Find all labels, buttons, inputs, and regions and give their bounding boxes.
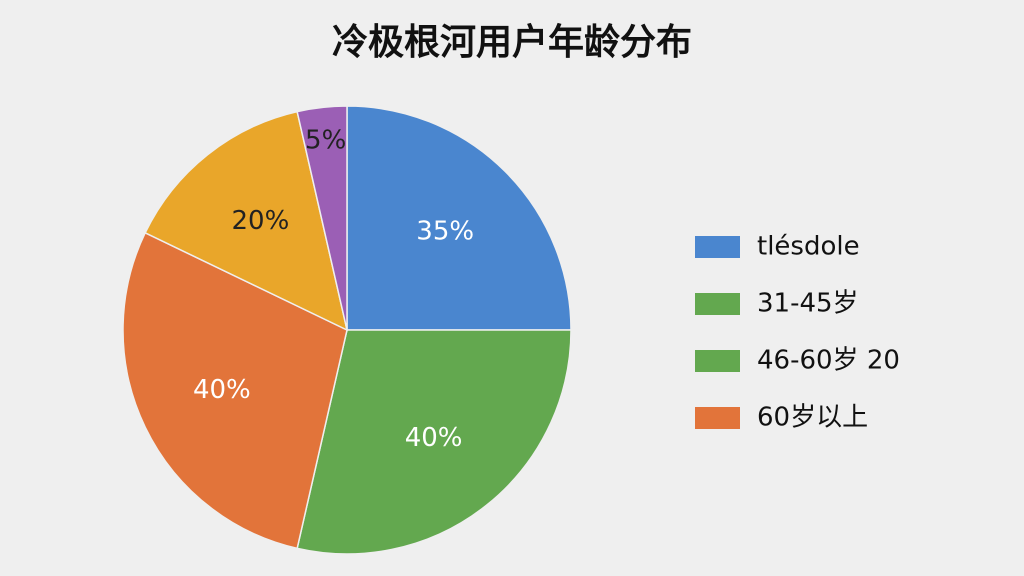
legend-swatch — [695, 407, 740, 429]
legend-label: tlésdole — [757, 232, 860, 262]
chart-title: 冷极根河用户年龄分布 — [332, 22, 692, 63]
legend-label: 60岁以上 — [757, 403, 868, 433]
pie-slice — [122, 231, 348, 550]
pie-slice — [296, 329, 572, 555]
legend-swatch — [695, 350, 740, 372]
legend-swatch — [695, 236, 740, 258]
slice-label: 35% — [416, 216, 474, 246]
slice-label: 40% — [193, 375, 251, 405]
legend-label: 31-45岁 — [757, 289, 859, 319]
slice-label: 20% — [232, 206, 290, 236]
pie-slice — [296, 105, 348, 331]
slice-label: 40% — [405, 423, 463, 453]
legend-swatch — [695, 293, 740, 315]
pie-slice — [346, 105, 572, 331]
pie-slice — [144, 110, 349, 332]
slice-label: 5% — [305, 125, 346, 155]
legend-label: 46-60岁 20 — [757, 346, 900, 376]
